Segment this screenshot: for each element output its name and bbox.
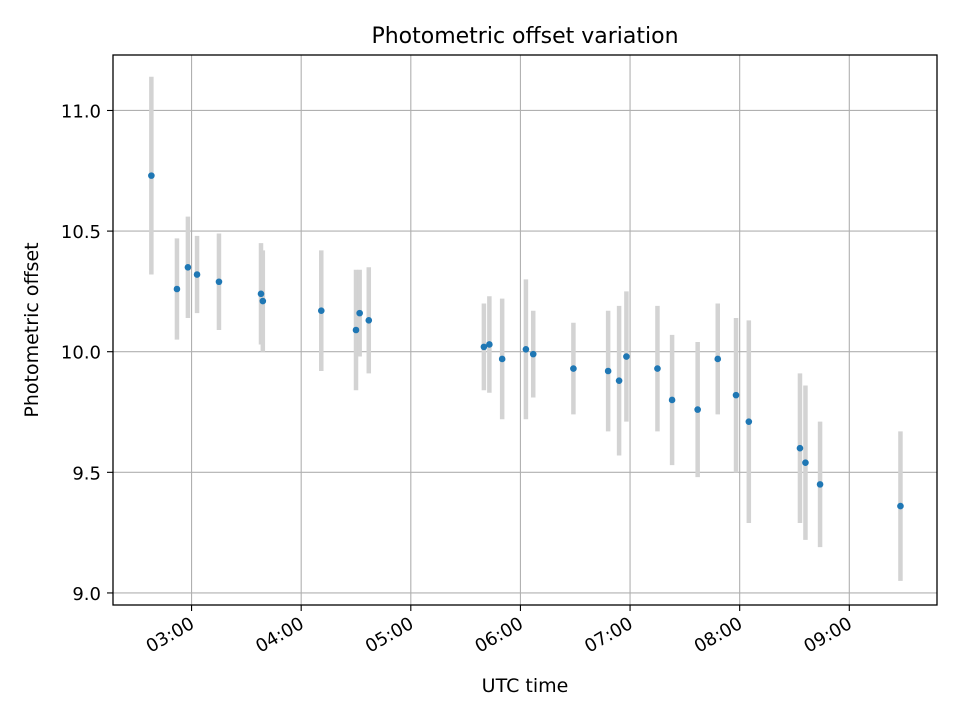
data-point [193,271,201,278]
y-tick-label: 10.0 [61,343,101,364]
data-point [148,172,155,179]
data-point [365,317,373,324]
data-point [816,481,824,488]
data-points [148,172,904,510]
data-point [480,343,488,351]
data-point [570,365,577,372]
data-point [694,406,701,413]
data-point [486,341,493,348]
y-tick-label: 9.0 [72,584,101,605]
data-point [529,350,537,358]
data-point [215,278,223,286]
data-point [604,367,612,375]
data-point [317,307,325,315]
data-point [654,365,661,372]
x-tick-label: 03:00 [143,613,198,657]
data-point [352,326,360,334]
data-point [714,355,722,363]
data-point [257,290,265,298]
y-tick-label: 10.5 [61,222,101,243]
plot-area-frame [112,54,938,606]
y-tick-label: 11.0 [61,101,101,122]
y-axis-label: Photometric offset [21,242,43,417]
data-point [259,297,267,305]
x-tick-label: 04:00 [252,613,307,657]
data-point [623,353,630,360]
data-point [173,285,181,293]
y-axis-ticks: 9.0 9.5 10.0 10.5 11.0 [61,101,113,605]
y-tick-label: 9.5 [72,463,101,484]
error-bars [149,76,903,581]
chart-title: Photometric offset variation [371,24,678,49]
data-point [796,444,804,452]
data-point [356,309,363,317]
x-tick-label: 08:00 [691,613,746,657]
data-point [732,391,740,399]
grid-lines [113,55,937,605]
x-tick-label: 06:00 [472,613,527,657]
data-point [522,345,530,353]
data-point [498,355,506,363]
x-axis-label: UTC time [482,675,569,697]
data-point [615,377,623,384]
x-tick-label: 09:00 [800,613,855,657]
x-axis-ticks: 03:00 04:00 05:00 06:00 07:00 08:00 09:00 [143,605,856,657]
data-point [745,418,753,425]
data-point [802,459,809,466]
x-tick-label: 05:00 [362,613,417,657]
data-point [668,396,676,404]
data-point [897,502,904,510]
x-tick-label: 07:00 [581,613,636,657]
data-point [184,263,192,271]
